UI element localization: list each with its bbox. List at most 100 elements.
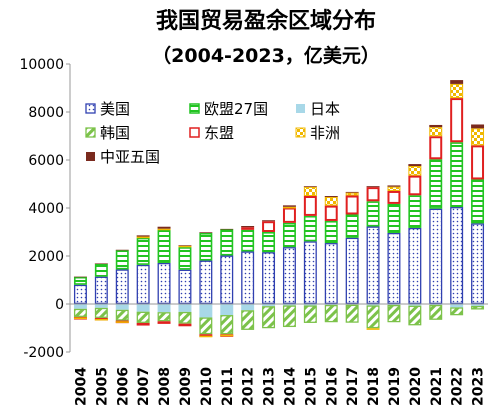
- y-tick-label: -2000: [23, 345, 64, 361]
- bar-segment-欧盟27国-2020: [408, 195, 422, 228]
- y-tick-label: 10000: [19, 57, 64, 73]
- bar-segment-欧盟27国-2019: [387, 203, 401, 233]
- x-tick-label: 2009: [178, 367, 194, 406]
- x-tick-label: 2013: [262, 367, 278, 406]
- bar-segment-东盟-2017: [345, 195, 359, 215]
- bar-segment-日本-2020: [408, 304, 422, 306]
- legend-label-韩国: 韩国: [100, 124, 130, 142]
- legend-label-日本: 日本: [310, 100, 340, 118]
- y-tick-label: 4000: [28, 201, 64, 217]
- bar-segment-美国-2010: [199, 260, 213, 304]
- bar-segment-中亚五国-2008: [157, 226, 171, 229]
- x-tick-label: 2008: [157, 367, 173, 406]
- x-tick-label: 2016: [324, 367, 340, 406]
- x-tick-label: 2020: [408, 367, 424, 406]
- bar-segment-中亚五国-2013: [262, 220, 276, 222]
- bar-segment-美国-2014: [282, 247, 296, 305]
- bar-segment-非洲-2014: [282, 206, 296, 209]
- x-axis: 2004 2005 2006 2007 2008 2009 2010 2011 2012 2013…: [70, 303, 488, 406]
- bar-segment-日本-2012: [241, 304, 255, 311]
- bar-segment-日本-2014: [282, 304, 296, 306]
- bar-segment-非洲-2018: [366, 328, 380, 330]
- bar-segment-欧盟27国-2006: [115, 250, 129, 270]
- bar-segment-美国-2006: [115, 269, 129, 304]
- bar-segment-中亚五国-2014: [282, 205, 296, 207]
- bar-segment-美国-2017: [345, 237, 359, 305]
- bar-segment-欧盟27国-2013: [262, 232, 276, 253]
- bar-segment-韩国-2007: [136, 311, 150, 323]
- bar-segment-中亚五国-2012: [241, 226, 255, 228]
- legend-swatch-欧盟27国: [189, 103, 200, 114]
- bar-segment-非洲-2019: [387, 186, 401, 191]
- bar-segment-东盟-2016: [324, 205, 338, 221]
- bar-segment-中亚五国-2016: [324, 196, 338, 197]
- bar-segment-欧盟27国-2018: [366, 201, 380, 227]
- bar-segment-日本-2015: [303, 304, 317, 306]
- bar-segment-韩国-2015: [303, 305, 317, 323]
- bar-segment-韩国-2005: [94, 307, 108, 318]
- y-tick-label: 2000: [28, 249, 64, 265]
- bar-segment-美国-2011: [220, 255, 234, 305]
- legend-label-美国: 美国: [100, 100, 130, 118]
- bar-segment-非洲-2006: [115, 321, 129, 323]
- legend-swatch-美国: [85, 103, 96, 114]
- bar-segment-韩国-2019: [387, 304, 401, 323]
- bar-segment-东盟-2014: [282, 207, 296, 223]
- bar-segment-中亚五国-2004: [73, 276, 87, 278]
- legend-label-东盟: 东盟: [204, 124, 234, 142]
- bar-segment-韩国-2022: [450, 307, 464, 316]
- bar-segment-东盟-2012: [241, 227, 255, 230]
- bar-segment-美国-2016: [324, 243, 338, 305]
- bar-segment-美国-2023: [471, 223, 485, 304]
- bar-segment-中亚五国-2006: [115, 249, 129, 251]
- bar-segment-日本-2011: [220, 304, 234, 316]
- bar-segment-韩国-2006: [115, 309, 129, 321]
- bar-segment-非洲-2022: [450, 83, 464, 99]
- bar-segment-东盟-2020: [408, 175, 422, 196]
- legend-swatch-中亚五国: [86, 152, 95, 161]
- bar-segment-东盟-2018: [366, 187, 380, 202]
- bar-segment-日本-2005: [94, 304, 108, 308]
- bar-segment-非洲-2020: [408, 166, 422, 176]
- bar-segment-东盟-2009: [178, 323, 192, 327]
- bar-segment-韩国-2010: [199, 317, 213, 335]
- x-tick-label: 2005: [94, 367, 110, 406]
- bar-segment-欧盟27国-2008: [157, 229, 171, 263]
- bar-segment-欧盟27国-2015: [303, 215, 317, 242]
- bar-segment-欧盟27国-2010: [199, 232, 213, 261]
- bar-segment-中亚五国-2011: [220, 228, 234, 230]
- bar-segment-中亚五国-2007: [136, 235, 150, 237]
- bar-segment-日本-2008: [157, 304, 171, 313]
- x-tick-label: 2007: [136, 367, 152, 406]
- bar-segment-韩国-2020: [408, 305, 422, 326]
- bar-segment-东盟-2013: [262, 221, 276, 232]
- bar-segment-日本-2022: [450, 304, 464, 308]
- bar-segment-中亚五国-2023: [471, 124, 485, 129]
- bars-layer: [73, 80, 485, 338]
- bar-segment-非洲-2023: [471, 128, 485, 146]
- bar-segment-美国-2007: [136, 264, 150, 304]
- bar-segment-中亚五国-2010: [199, 232, 213, 233]
- bar-segment-韩国-2011: [220, 315, 234, 335]
- y-tick-label: 8000: [28, 105, 64, 121]
- legend-swatch-东盟: [189, 127, 200, 138]
- bar-segment-非洲-2017: [345, 192, 359, 196]
- bar-segment-韩国-2023: [471, 305, 485, 310]
- bar-segment-美国-2019: [387, 232, 401, 304]
- y-tick-label: 6000: [28, 153, 64, 169]
- bar-segment-欧盟27国-2021: [429, 159, 443, 209]
- x-tick-label: 2021: [429, 367, 445, 406]
- bar-segment-非洲-2021: [429, 127, 443, 137]
- chart-subtitle: （2004-2023，亿美元）: [152, 44, 380, 67]
- bar-segment-日本-2018: [366, 304, 380, 306]
- x-tick-label: 2015: [303, 367, 319, 406]
- bar-segment-日本-2013: [262, 304, 276, 307]
- x-tick-label: 2017: [345, 367, 361, 406]
- legend-label-欧盟27国: 欧盟27国: [204, 100, 268, 118]
- bar-segment-韩国-2004: [73, 308, 87, 317]
- bar-segment-中亚五国-2005: [94, 263, 108, 265]
- bar-segment-东盟-2023: [471, 145, 485, 180]
